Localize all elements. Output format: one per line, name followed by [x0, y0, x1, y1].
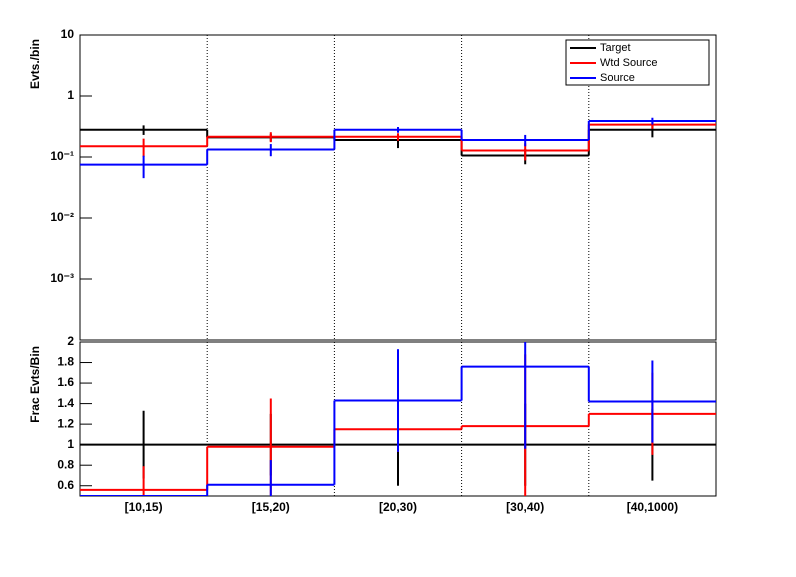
- frame: [79, 34, 717, 341]
- x-tick-label: [40,1000): [627, 500, 678, 514]
- y-tick-label: 1.4: [57, 396, 74, 410]
- y-tick-label: 1.8: [57, 355, 74, 369]
- series-group: [80, 117, 716, 179]
- series-group: [80, 342, 716, 496]
- x-tick-label: [30,40): [506, 500, 544, 514]
- y-tick-label: 1.2: [57, 416, 74, 430]
- y-tick-label: 1: [67, 88, 74, 102]
- y-tick-label: 2: [67, 334, 74, 348]
- legend-label: Source: [600, 72, 635, 84]
- legend-label: Target: [600, 42, 631, 54]
- x-tick-label: [15,20): [252, 500, 290, 514]
- y-tick-label: 0.8: [57, 457, 74, 471]
- y-tick-label: 10⁻³: [50, 271, 74, 285]
- legend-label: Wtd Source: [600, 57, 657, 69]
- y-tick-label: 0.6: [57, 478, 74, 492]
- y-tick-label: 1: [67, 437, 74, 451]
- x-tick-label: [10,15): [125, 500, 163, 514]
- y-axis-label: Frac Evts/Bin: [28, 346, 42, 423]
- y-tick-label: 10⁻¹: [50, 149, 74, 163]
- y-tick-label: 1.6: [57, 375, 74, 389]
- y-tick-label: 10: [61, 27, 75, 41]
- y-axis-label: Evts./bin: [28, 39, 42, 89]
- y-tick-label: 10⁻²: [50, 210, 74, 224]
- x-tick-label: [20,30): [379, 500, 417, 514]
- frame: [79, 341, 717, 497]
